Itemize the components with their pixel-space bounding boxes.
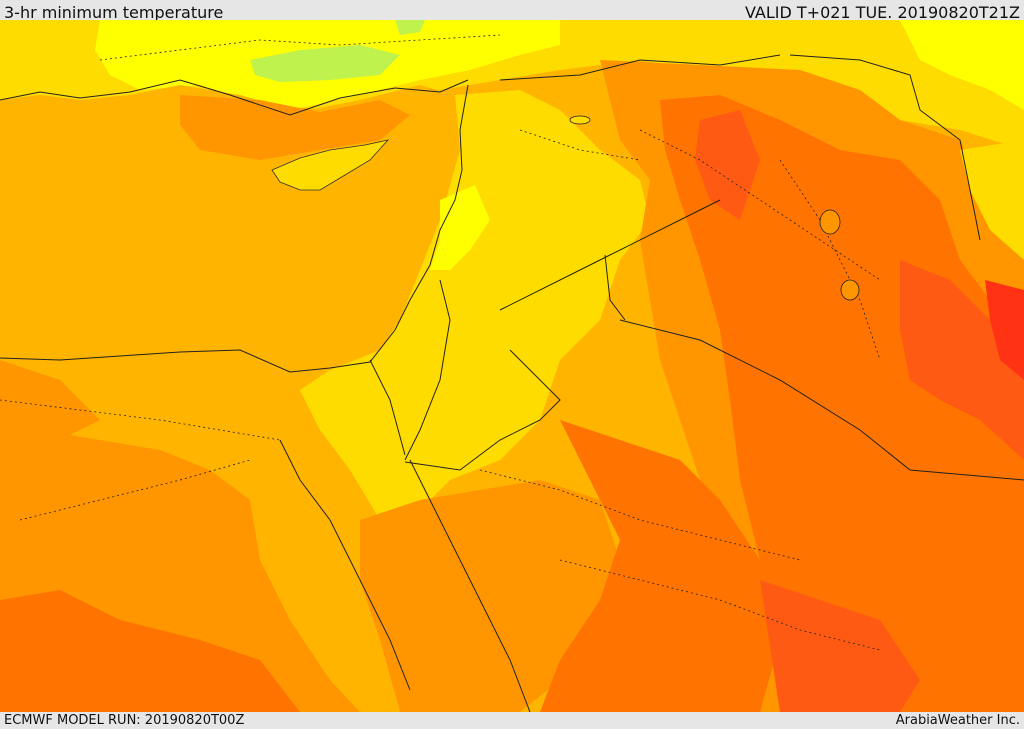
border-jordan-saudi [499, 199, 721, 311]
cyprus-island [271, 139, 390, 191]
temp-zone-levant-bright [430, 185, 490, 270]
temp-zone-northeast-yellow [900, 20, 1024, 110]
temp-zone-north-green [250, 45, 400, 82]
temp-zone-kuwait-red [985, 280, 1024, 380]
map-footer-bar: ECMWF MODEL RUN: 20190820T00Z ArabiaWeat… [0, 712, 1024, 729]
temp-zone-iraq-red [695, 110, 760, 220]
border-jordan-west [404, 279, 451, 461]
border-syria-iraq [499, 54, 781, 81]
temp-zone-iraq-dark [660, 95, 1024, 712]
temp-zone-saudi-red [760, 580, 920, 712]
province-lines-egypt2 [19, 459, 251, 521]
border-saudi-jordan-south [404, 349, 561, 471]
temp-zone-med-dark [180, 95, 410, 160]
lake-razazah [840, 279, 860, 301]
temp-zone-egypt-dark [0, 590, 300, 712]
temp-zone-saudi-west [360, 480, 620, 712]
border-iraq-saudi [619, 319, 1024, 481]
coastline-med [0, 84, 469, 373]
map-title: 3-hr minimum temperature [4, 3, 224, 22]
coastline-red-sea-west [279, 439, 411, 691]
coastline-turkey [0, 79, 469, 116]
province-lines-egypt [0, 399, 281, 441]
valid-time: VALID T+021 TUE. 20190820T21Z [744, 3, 1020, 22]
province-lines-turkey [99, 34, 501, 61]
model-run: ECMWF MODEL RUN: 20190820T00Z [4, 713, 245, 728]
map-header-bar: 3-hr minimum temperature VALID T+021 TUE… [0, 0, 1024, 22]
border-jordan-iraq [604, 254, 626, 321]
border-sinai [369, 359, 406, 456]
province-lines-iraq [639, 129, 881, 281]
coastline-red-sea-east [409, 459, 531, 712]
temperature-map[interactable] [0, 20, 1024, 712]
temp-zone-iran-yellow [960, 140, 1024, 260]
temp-zone-gulf-red [900, 260, 1024, 460]
temp-zone-egypt-west [0, 360, 100, 440]
province-lines-iraq2 [779, 159, 881, 361]
province-lines-syria [519, 129, 641, 161]
temp-zone-saudi-central [540, 420, 780, 712]
border-iraq-iran [789, 54, 981, 241]
temp-zone-north-green2 [395, 20, 425, 35]
temp-zone-levant-yellow [300, 90, 650, 520]
lake-assad [569, 115, 591, 125]
lake-tharthar [819, 209, 841, 235]
credit: ArabiaWeather Inc. [895, 713, 1020, 728]
